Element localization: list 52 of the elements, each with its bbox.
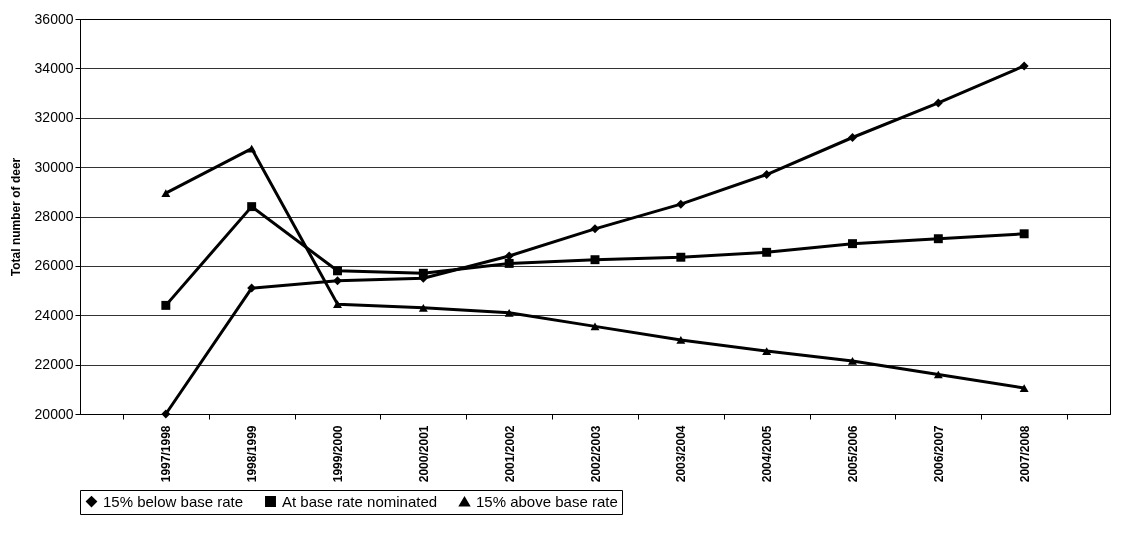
point [504, 258, 514, 268]
point [676, 252, 686, 262]
point [590, 224, 600, 234]
y-tick-label: 26000 [34, 257, 74, 274]
y-tick-label: 32000 [34, 109, 74, 126]
point [418, 303, 428, 312]
point [762, 247, 772, 257]
point [762, 170, 772, 179]
x-tick-label: 2001/2002 [502, 425, 517, 483]
y-tick-label: 30000 [34, 158, 74, 175]
y-tick-label: 24000 [34, 306, 74, 323]
x-tick-label: 2000/2001 [416, 425, 431, 483]
point [590, 255, 600, 265]
point [1019, 229, 1029, 239]
y-tick-label: 20000 [34, 405, 74, 422]
point [1019, 384, 1029, 392]
point [933, 98, 943, 108]
legend-label: 15% below base rate [103, 492, 244, 510]
point [504, 308, 514, 317]
point [161, 409, 171, 419]
point [762, 347, 772, 355]
point [1019, 61, 1029, 71]
point [933, 234, 943, 244]
point [333, 300, 342, 309]
y-tick-label: 36000 [34, 10, 74, 27]
x-tick-label: 2002/2003 [588, 425, 603, 483]
point [161, 189, 171, 197]
legend-label: 15% above base rate [476, 492, 618, 510]
y-tick-label: 34000 [34, 59, 74, 76]
point [333, 266, 342, 276]
point [333, 276, 342, 286]
point [418, 268, 428, 278]
x-tick-label: 2006/2007 [931, 425, 946, 483]
y-tick-label: 28000 [34, 208, 74, 224]
point [676, 199, 686, 209]
point [848, 357, 857, 365]
legend-label: At base rate nominated [282, 492, 438, 510]
point [848, 133, 857, 142]
x-tick-label: 2003/2004 [674, 425, 689, 483]
y-tick-label: 22000 [34, 356, 74, 373]
y-axis-title: Total number of deer [8, 157, 23, 277]
point [161, 300, 171, 310]
point [247, 202, 257, 212]
point [590, 322, 600, 331]
x-tick-label: 2007/2008 [1017, 425, 1032, 483]
x-tick-label: 1999/2000 [331, 425, 345, 483]
x-tick-label: 1998/1999 [245, 425, 260, 483]
x-tick-label: 2005/2006 [846, 425, 860, 483]
x-tick-label: 1997/1998 [159, 425, 174, 483]
point [848, 239, 857, 249]
point [676, 336, 686, 344]
x-tick-label: 2004/2005 [760, 425, 775, 483]
